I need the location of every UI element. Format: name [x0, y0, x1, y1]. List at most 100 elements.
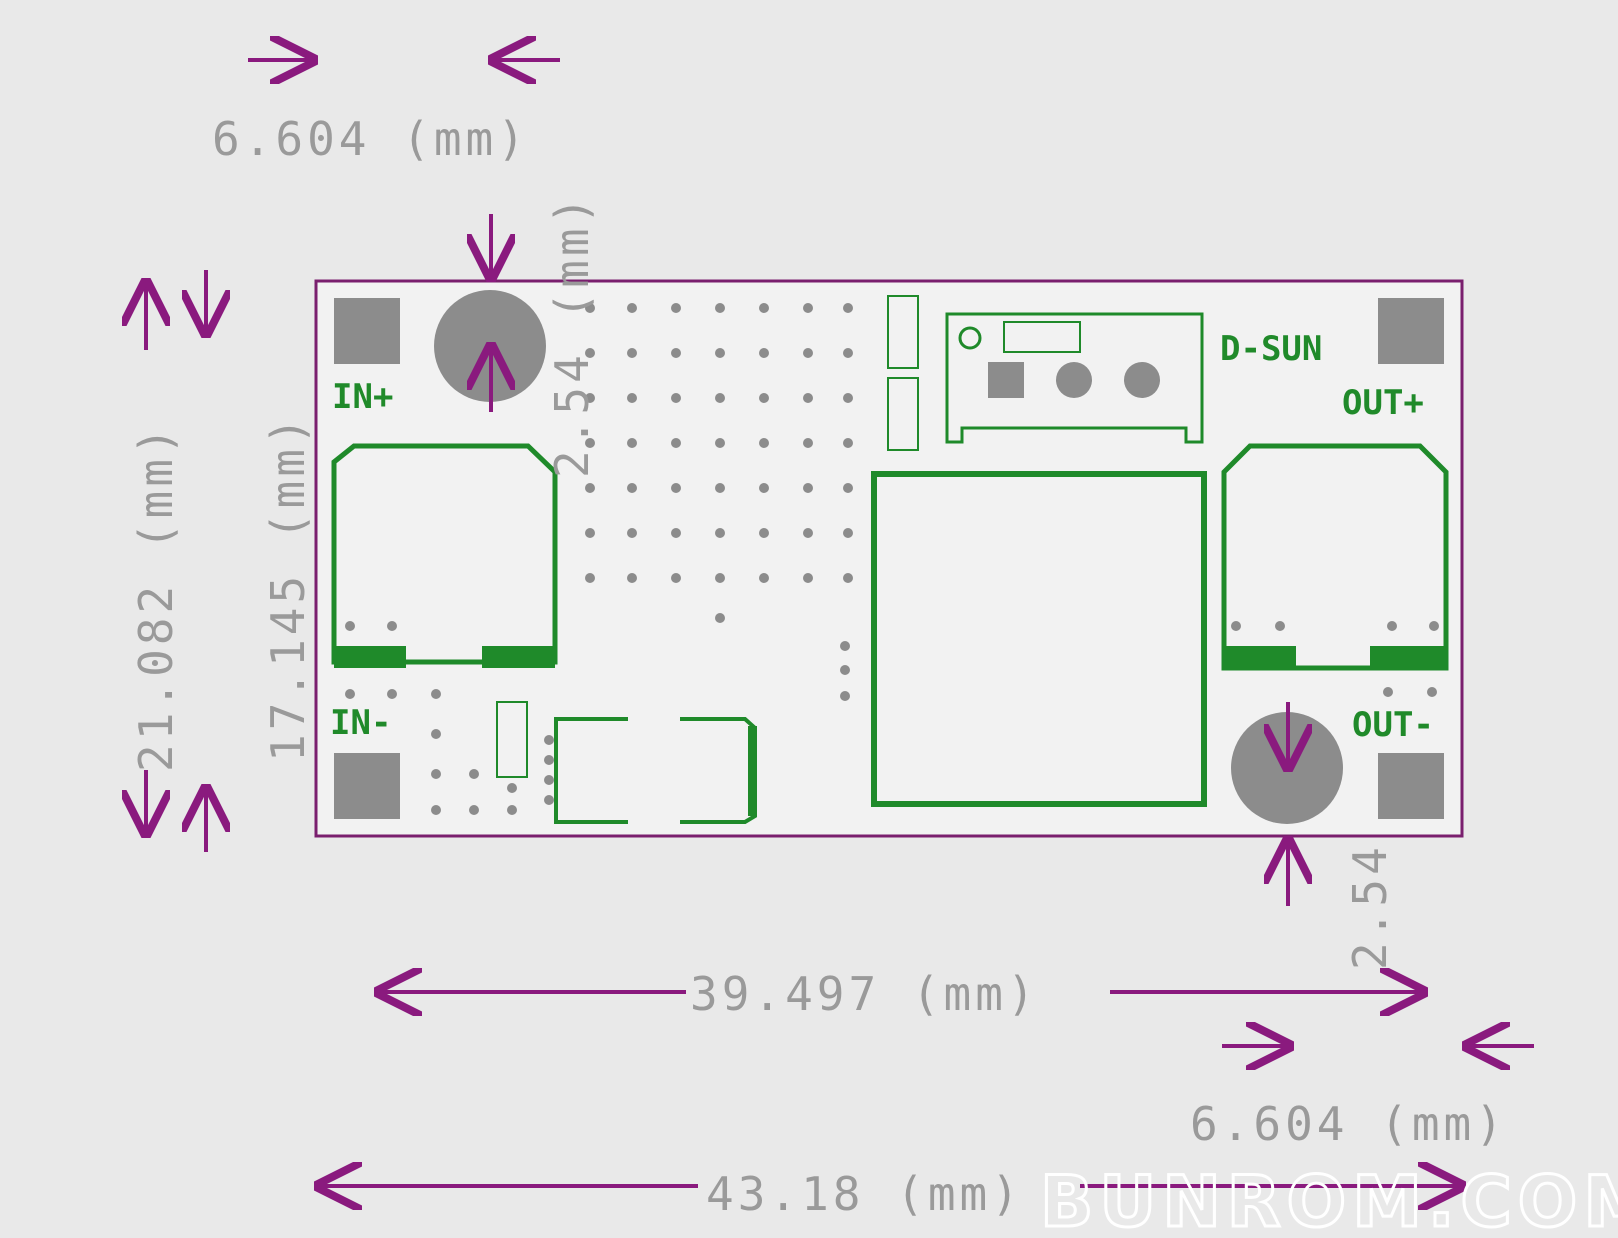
via-grid — [345, 303, 1439, 815]
via-dot — [627, 573, 637, 583]
via-dot — [507, 805, 517, 815]
via-dot — [1427, 687, 1437, 697]
dimension-arrows — [146, 60, 1534, 1186]
via-dot — [585, 438, 595, 448]
via-dot — [803, 528, 813, 538]
via-dot — [840, 641, 850, 651]
via-dot — [469, 805, 479, 815]
via-dot — [507, 783, 517, 793]
dim-hole-spacing: 39.497 (mm) — [690, 967, 1039, 1021]
via-dot — [627, 483, 637, 493]
center-component-outline — [871, 471, 1207, 807]
pad-out-minus — [1378, 753, 1444, 819]
via-dot — [1387, 621, 1397, 631]
dim-overall-height: 21.082 (mm) — [129, 423, 183, 772]
pad-out-plus — [1378, 298, 1444, 364]
via-dot — [759, 483, 769, 493]
via-dot — [671, 303, 681, 313]
via-dot — [627, 528, 637, 538]
label-out-minus: OUT- — [1352, 705, 1434, 745]
via-dot — [803, 393, 813, 403]
via-dot — [671, 348, 681, 358]
via-dot — [1429, 621, 1439, 631]
via-dot — [715, 528, 725, 538]
via-dot — [627, 348, 637, 358]
via-dot — [627, 393, 637, 403]
right-component-pad-a — [1224, 646, 1296, 668]
via-dot — [387, 689, 397, 699]
dim-top-left-width: 6.604 (mm) — [212, 112, 529, 166]
via-dot — [843, 393, 853, 403]
via-dot — [803, 303, 813, 313]
via-dot — [843, 573, 853, 583]
via-dot — [627, 303, 637, 313]
via-dot — [840, 665, 850, 675]
via-dot — [715, 303, 725, 313]
smd-outline-top — [887, 295, 919, 369]
via-dot — [544, 775, 554, 785]
via-dot — [627, 438, 637, 448]
trimmer-window — [1003, 321, 1081, 353]
via-dot — [1383, 687, 1393, 697]
via-dot — [715, 393, 725, 403]
dim-bottom-right-width: 6.604 (mm) — [1190, 1097, 1507, 1151]
via-dot — [803, 438, 813, 448]
via-dot — [843, 303, 853, 313]
smd-outline-bottom — [496, 701, 528, 778]
via-dot — [759, 528, 769, 538]
via-dot — [544, 795, 554, 805]
via-dot — [585, 483, 595, 493]
via-dot — [1275, 621, 1285, 631]
via-dot — [544, 755, 554, 765]
via-dot — [803, 483, 813, 493]
via-dot — [715, 613, 725, 623]
left-component-pad-b — [482, 646, 555, 668]
watermark: BUNROM.COM — [1040, 1161, 1618, 1234]
bottom-component-pad — [748, 726, 757, 816]
via-dot — [585, 528, 595, 538]
via-dot — [387, 621, 397, 631]
trimmer-pad-square — [988, 362, 1024, 398]
via-dot — [431, 689, 441, 699]
via-dot — [715, 483, 725, 493]
label-in-minus: IN- — [330, 703, 391, 743]
trimmer-pad-round-2 — [1124, 362, 1160, 398]
via-dot — [671, 573, 681, 583]
label-brand: D-SUN — [1220, 329, 1322, 369]
dim-hole-offset-bottom: 2.54 — [1343, 843, 1397, 970]
pad-in-minus — [334, 753, 400, 819]
dim-inner-height: 17.145 (mm) — [261, 413, 315, 762]
via-dot — [345, 689, 355, 699]
via-dot — [759, 573, 769, 583]
via-dot — [671, 438, 681, 448]
via-dot — [715, 573, 725, 583]
dim-overall-width: 43.18 (mm) — [706, 1167, 1023, 1221]
via-dot — [840, 691, 850, 701]
left-component-pad-a — [334, 646, 406, 668]
via-dot — [715, 438, 725, 448]
via-dot — [671, 483, 681, 493]
via-dot — [431, 769, 441, 779]
via-dot — [843, 438, 853, 448]
via-dot — [843, 528, 853, 538]
via-dot — [759, 393, 769, 403]
via-dot — [671, 528, 681, 538]
via-dot — [585, 348, 595, 358]
via-dot — [585, 393, 595, 403]
via-dot — [759, 303, 769, 313]
pad-in-plus — [334, 298, 400, 364]
via-dot — [585, 303, 595, 313]
trimmer-pad-round-1 — [1056, 362, 1092, 398]
label-out-plus: OUT+ — [1342, 383, 1424, 423]
via-dot — [803, 348, 813, 358]
via-dot — [671, 393, 681, 403]
via-dot — [715, 348, 725, 358]
via-dot — [585, 573, 595, 583]
dim-hole-offset-top: 2.54 (mm) — [545, 193, 599, 478]
via-dot — [469, 769, 479, 779]
trimmer-outline — [945, 312, 1204, 444]
via-dot — [803, 573, 813, 583]
trimmer-marker — [958, 326, 982, 350]
